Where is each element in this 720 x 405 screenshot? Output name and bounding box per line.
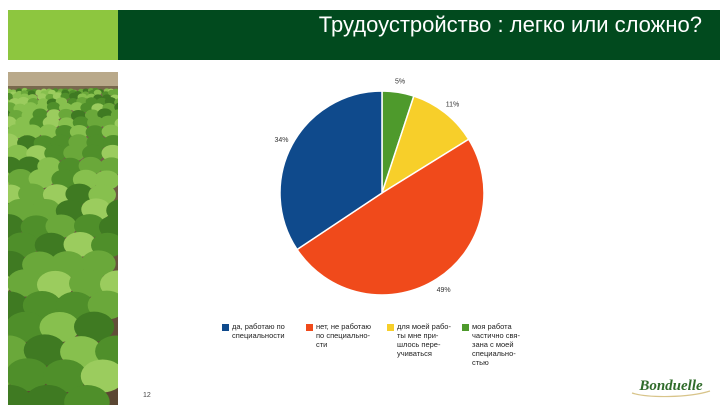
lettuce-field-photo	[8, 72, 118, 405]
title-accent-block	[8, 10, 118, 60]
title-bar	[118, 10, 720, 60]
pie-slice	[279, 90, 383, 251]
chart-legend: да, работаю по специальности нет, не раб…	[222, 322, 552, 378]
slide-title: Трудоустройство : легко или сложно?	[318, 12, 702, 37]
legend-swatch	[387, 324, 394, 331]
legend-label: моя работа частично свя- зана с моей спе…	[472, 322, 520, 367]
legend-swatch	[306, 324, 313, 331]
legend-label: нет, не работаю по специально- сти	[316, 322, 372, 349]
legend-item: моя работа частично свя- зана с моей спе…	[462, 322, 520, 367]
pie-data-label: 11%	[446, 101, 460, 108]
pie-data-label: 49%	[437, 287, 451, 294]
pie-slice	[380, 95, 470, 195]
pie-slice	[296, 138, 485, 296]
legend-item: да, работаю по специальности	[222, 322, 285, 340]
bonduelle-logo: Bonduelle	[631, 378, 711, 398]
logo-wordmark: Bonduelle	[638, 378, 703, 394]
pie-chart: 5% 11% 49% 34%	[275, 78, 485, 296]
legend-swatch	[222, 324, 229, 331]
title-band: Трудоустройство : легко или сложно?	[0, 0, 720, 62]
legend-label: для моей рабо- ты мне при- шлось пере- у…	[397, 322, 451, 358]
legend-swatch	[462, 324, 469, 331]
legend-item: для моей рабо- ты мне при- шлось пере- у…	[387, 322, 451, 358]
pie-data-label: 5%	[395, 78, 405, 85]
pie-data-label: 34%	[275, 137, 289, 144]
page-number: 12	[143, 392, 151, 399]
legend-item: нет, не работаю по специально- сти	[306, 322, 371, 349]
legend-label: да, работаю по специальности	[232, 322, 285, 340]
